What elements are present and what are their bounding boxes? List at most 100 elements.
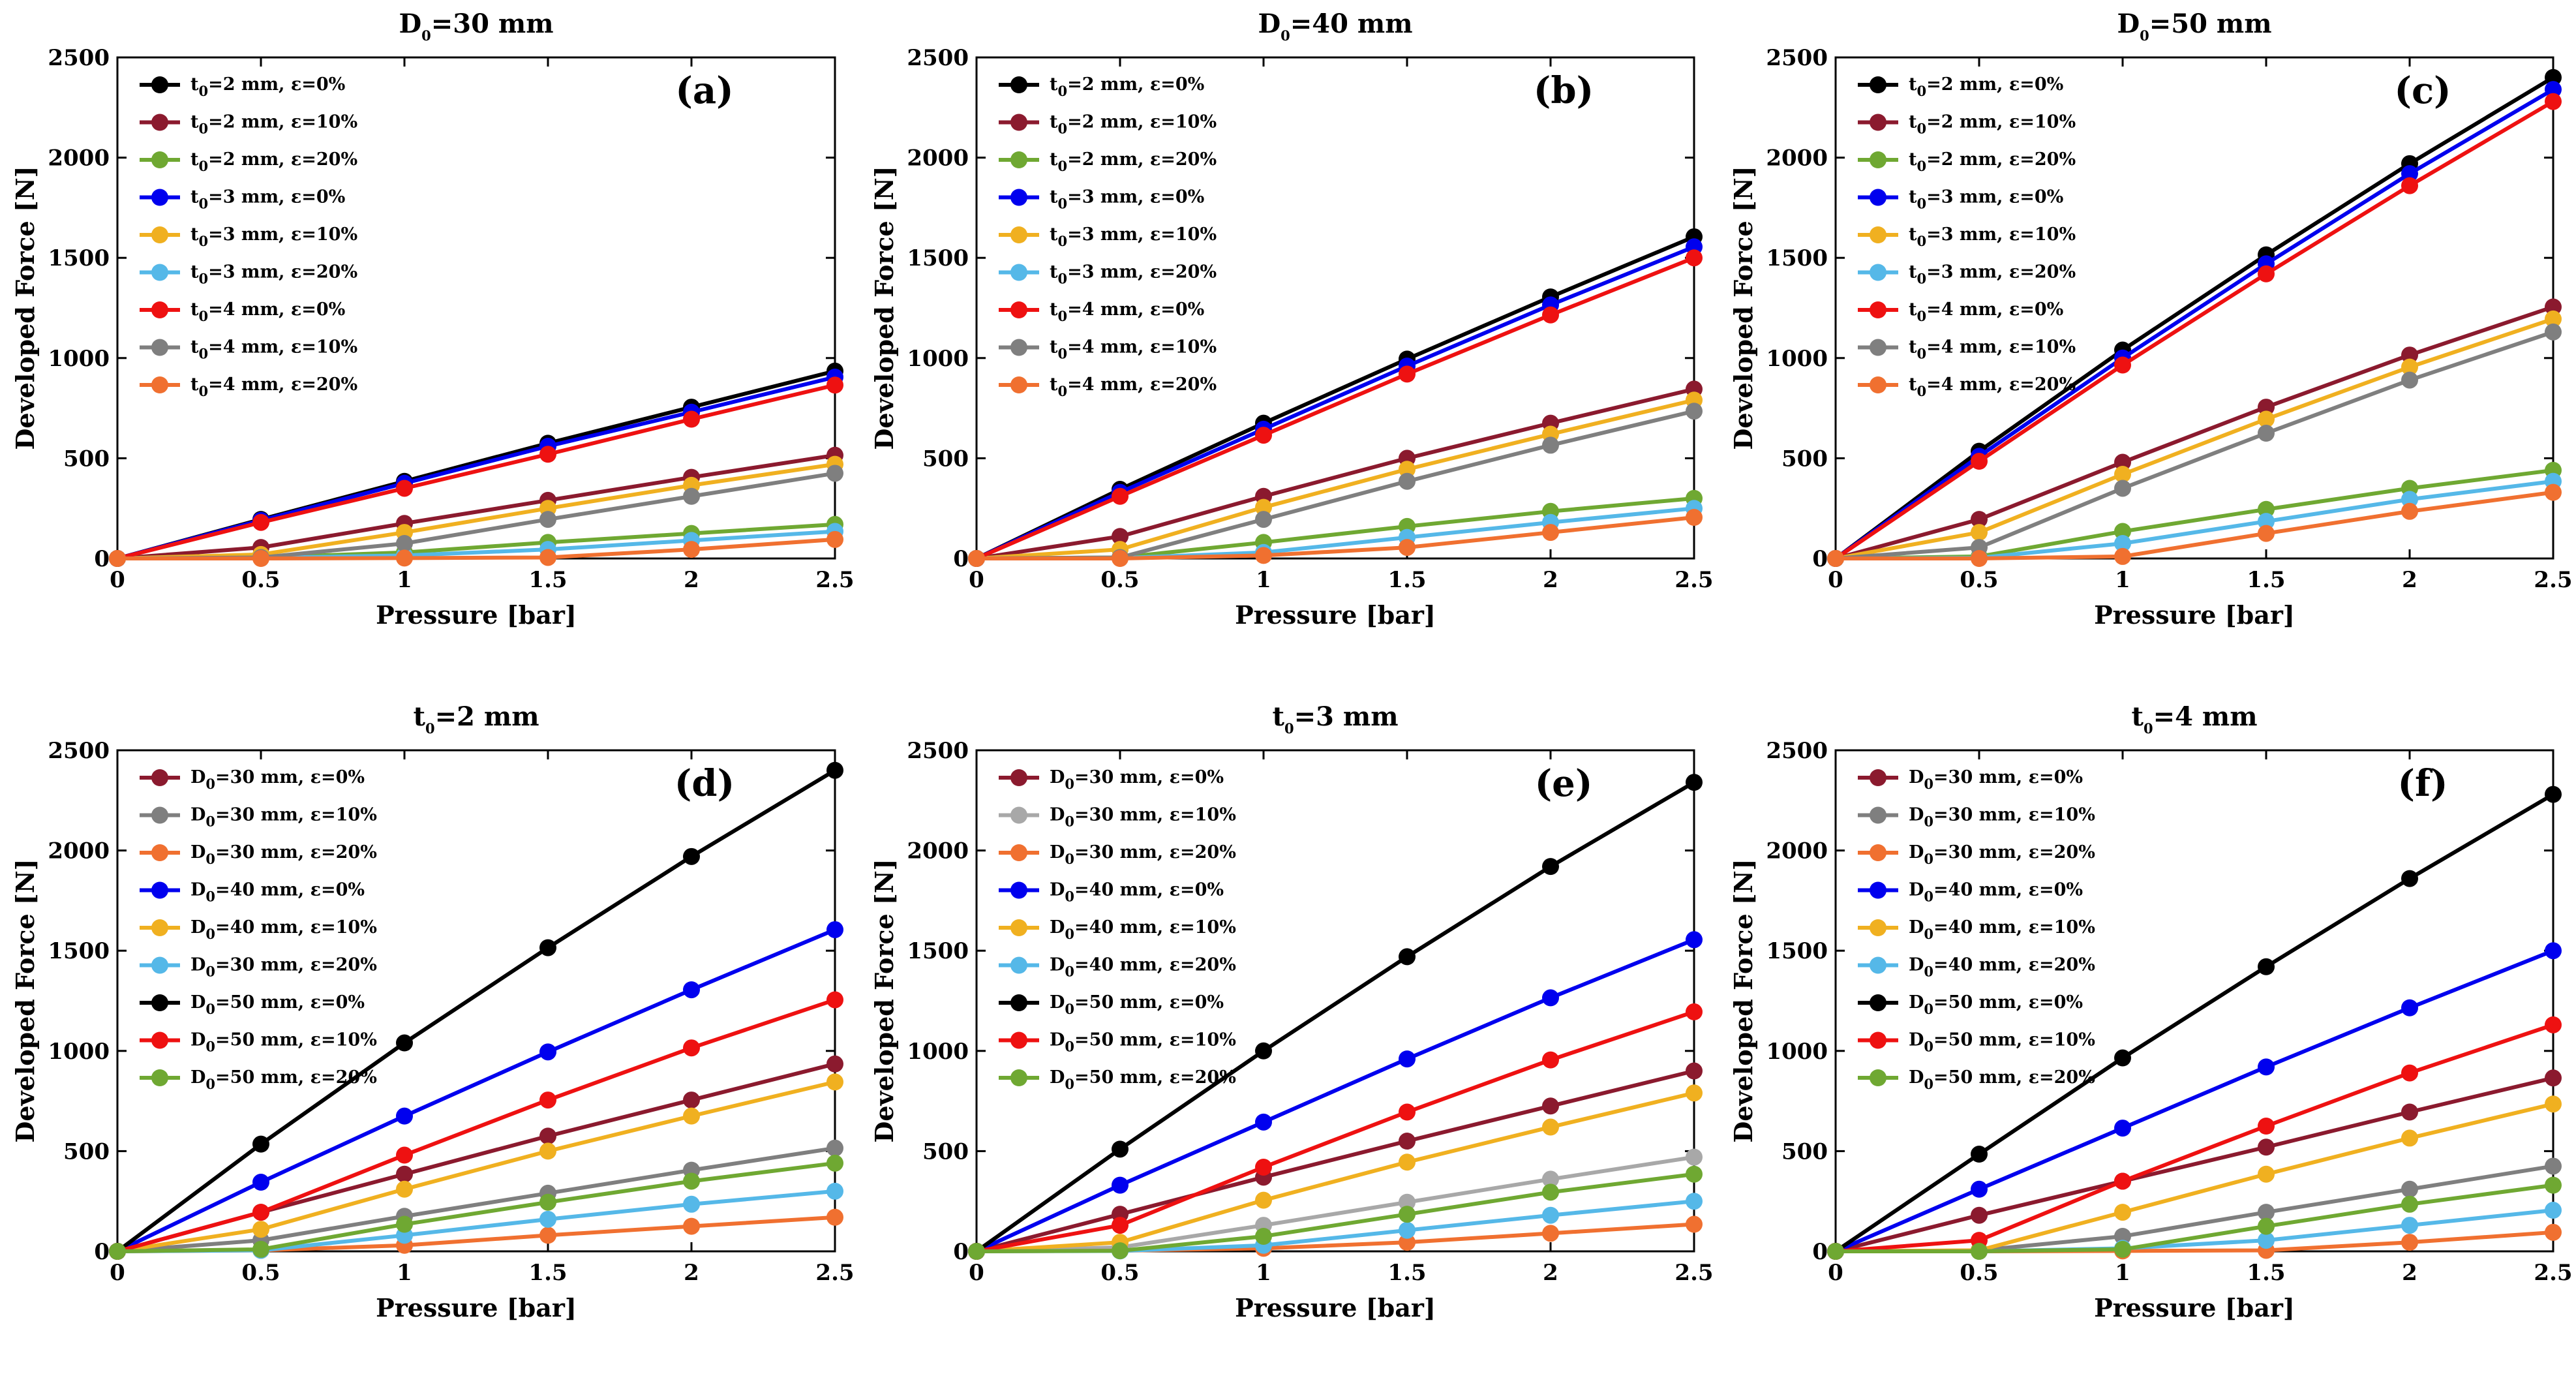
chart2-title-sub: 0 xyxy=(2140,27,2149,44)
chart0-series-8-line xyxy=(117,537,836,560)
chart5-series-4-point-2 xyxy=(2114,1204,2131,1221)
chart5-series-0-point-3 xyxy=(2258,1138,2275,1156)
chart4-series-4-line xyxy=(976,1091,1695,1253)
chart0-panel-label: (a) xyxy=(675,69,733,112)
chart4-series-3-point-5 xyxy=(1686,931,1703,949)
chart2-series-5-point-3 xyxy=(2258,513,2275,530)
chart4-series-8-point-0 xyxy=(968,1243,985,1260)
chart3-series-5-point-4 xyxy=(683,1195,700,1213)
chart1-legend-6-rest: =4 mm, ε=0% xyxy=(1067,299,1204,320)
chart1-legend-3-marker xyxy=(1010,189,1027,206)
chart4-legend-4-marker xyxy=(1010,919,1027,936)
chart4-panel: 0 500 1000 1500 2000 2500 0 0.5 1 1.5 2 2.5 Pressure… xyxy=(870,701,1714,1322)
chart1-xtick-label-4: 2 xyxy=(1543,567,1558,593)
chart1-series-6-line xyxy=(975,256,1695,560)
chart1-legend-4-label: t0=3 mm, ε=10% xyxy=(1050,224,1217,249)
chart3-ytick-label-2: 1000 xyxy=(48,1039,110,1065)
chart3-ytick-label-1: 500 xyxy=(63,1138,110,1165)
chart2-series-6-point-2 xyxy=(2114,356,2131,374)
chart1-legend-7-sub: 0 xyxy=(1057,346,1067,362)
chart4-xtick-label-1: 0.5 xyxy=(1100,1260,1139,1286)
chart1-ytick-label-2: 1000 xyxy=(907,346,969,372)
chart1-xtick-label-0: 0 xyxy=(969,567,984,593)
chart5-legend-1-label: D0=30 mm, ε=10% xyxy=(1909,805,2095,830)
chart3-legend-2-sub: 0 xyxy=(205,851,215,867)
chart1-series-6-point-3 xyxy=(1399,365,1416,383)
chart0-ytick-label-1: 500 xyxy=(63,446,110,472)
chart4-series-2-point-3 xyxy=(1399,1234,1416,1251)
chart5-legend-4-marker xyxy=(1870,919,1887,936)
chart3-series-4-point-2 xyxy=(396,1180,413,1198)
chart1-series-7-point-4 xyxy=(1542,436,1559,454)
chart5-legend-0-label: D0=30 mm, ε=0% xyxy=(1909,767,2083,792)
chart5-xtick-label-4: 2 xyxy=(2402,1260,2417,1286)
chart3-legend-4-label: D0=40 mm, ε=10% xyxy=(190,917,377,942)
chart4-series-7-point-4 xyxy=(1542,1051,1559,1069)
chart5-legend-1-sub: 0 xyxy=(1924,814,1933,830)
chart0-title-sub: 0 xyxy=(421,27,431,44)
chart5-legend-2-main: D xyxy=(1909,842,1924,862)
chart3-legend-5-rest: =30 mm, ε=20% xyxy=(215,955,377,975)
chart4-xtick-label-0: 0 xyxy=(969,1260,984,1286)
chart4-panel-label: (e) xyxy=(1535,762,1593,805)
chart4-legend-4-sub: 0 xyxy=(1065,926,1074,942)
chart3-series-4-point-5 xyxy=(826,1073,843,1091)
chart2-legend-4-marker xyxy=(1870,226,1887,243)
chart5-series-3-point-1 xyxy=(1971,1180,1988,1198)
chart1-legend-5-marker xyxy=(1010,264,1027,281)
chart5-legend-7-marker xyxy=(1870,1031,1887,1049)
chart4-xtick-label-4: 2 xyxy=(1543,1260,1558,1286)
chart3-legend-2-main: D xyxy=(190,842,205,862)
chart2-legend-3-label: t0=3 mm, ε=0% xyxy=(1909,187,2063,212)
chart2-xlabel: Pressure [bar] xyxy=(2094,600,2295,630)
chart1-series-3-line xyxy=(975,245,1695,560)
chart3-series-6-point-3 xyxy=(539,939,556,956)
chart0-xlabel: Pressure [bar] xyxy=(376,600,577,630)
chart1-panel-label: (b) xyxy=(1534,69,1594,112)
chart3-series-8-point-0 xyxy=(109,1243,126,1260)
chart5-series-2-point-5 xyxy=(2545,1223,2562,1241)
chart5-series-8-line xyxy=(1836,1183,2554,1253)
chart1-series-8-point-1 xyxy=(1112,550,1129,567)
chart1-legend-0-rest: =2 mm, ε=0% xyxy=(1067,74,1204,95)
chart3-series-5-point-3 xyxy=(539,1210,556,1228)
chart2-legend-0-marker xyxy=(1870,76,1887,93)
chart5-legend-1-marker xyxy=(1870,806,1887,824)
chart3-series-3-point-5 xyxy=(826,921,843,938)
chart5-legend-7-main: D xyxy=(1909,1030,1924,1050)
chart5-legend-5-sub: 0 xyxy=(1924,964,1933,980)
chart4-series-8-point-3 xyxy=(1399,1206,1416,1223)
chart2-ytick-label-1: 500 xyxy=(1781,446,1828,472)
chart5-legend-7-label: D0=50 mm, ε=10% xyxy=(1909,1030,2095,1055)
chart4-series-3-point-1 xyxy=(1112,1176,1129,1194)
chart0-xtick-label-5: 2.5 xyxy=(815,567,854,593)
chart1-legend-0-main: t xyxy=(1050,74,1058,95)
chart2-ytick-label-3: 1500 xyxy=(1766,245,1828,271)
chart4-legend-6-main: D xyxy=(1050,992,1065,1013)
chart1-ytick-label-5: 2500 xyxy=(907,45,969,71)
chart4-legend-8-rest: =50 mm, ε=20% xyxy=(1074,1067,1236,1088)
chart4-xlabel: Pressure [bar] xyxy=(1235,1293,1436,1322)
chart5-legend-4-rest: =40 mm, ε=10% xyxy=(1933,917,2095,938)
chart5-series-3-point-4 xyxy=(2401,999,2418,1016)
chart1-legend-1-sub: 0 xyxy=(1057,121,1067,137)
chart5-legend-0-rest: =30 mm, ε=0% xyxy=(1933,767,2083,787)
chart4-legend-0-label: D0=30 mm, ε=0% xyxy=(1050,767,1224,792)
chart4-series-7-point-1 xyxy=(1112,1217,1129,1234)
chart0-ylabel: Developed Force [N] xyxy=(10,166,40,450)
chart0-series-7-point-2 xyxy=(396,534,413,552)
chart0-legend-2-sub: 0 xyxy=(198,158,208,174)
chart5-series-3-point-2 xyxy=(2114,1120,2131,1137)
chart4-ytick-label-4: 2000 xyxy=(907,838,969,864)
chart3-legend-6-sub: 0 xyxy=(205,1001,215,1017)
chart0-legend-7-label: t0=4 mm, ε=10% xyxy=(190,337,357,362)
chart4-series-7-line xyxy=(976,1010,1695,1253)
chart0-ytick-label-4: 2000 xyxy=(48,145,110,172)
chart4-series-8-point-4 xyxy=(1542,1183,1559,1201)
chart4-legend-8-marker xyxy=(1010,1069,1027,1086)
chart2-legend-7-label: t0=4 mm, ε=10% xyxy=(1909,337,2076,362)
chart1-series-1-line xyxy=(976,387,1695,560)
chart2-legend-6-label: t0=4 mm, ε=0% xyxy=(1909,299,2063,324)
chart5-xtick-label-0: 0 xyxy=(1828,1260,1843,1286)
